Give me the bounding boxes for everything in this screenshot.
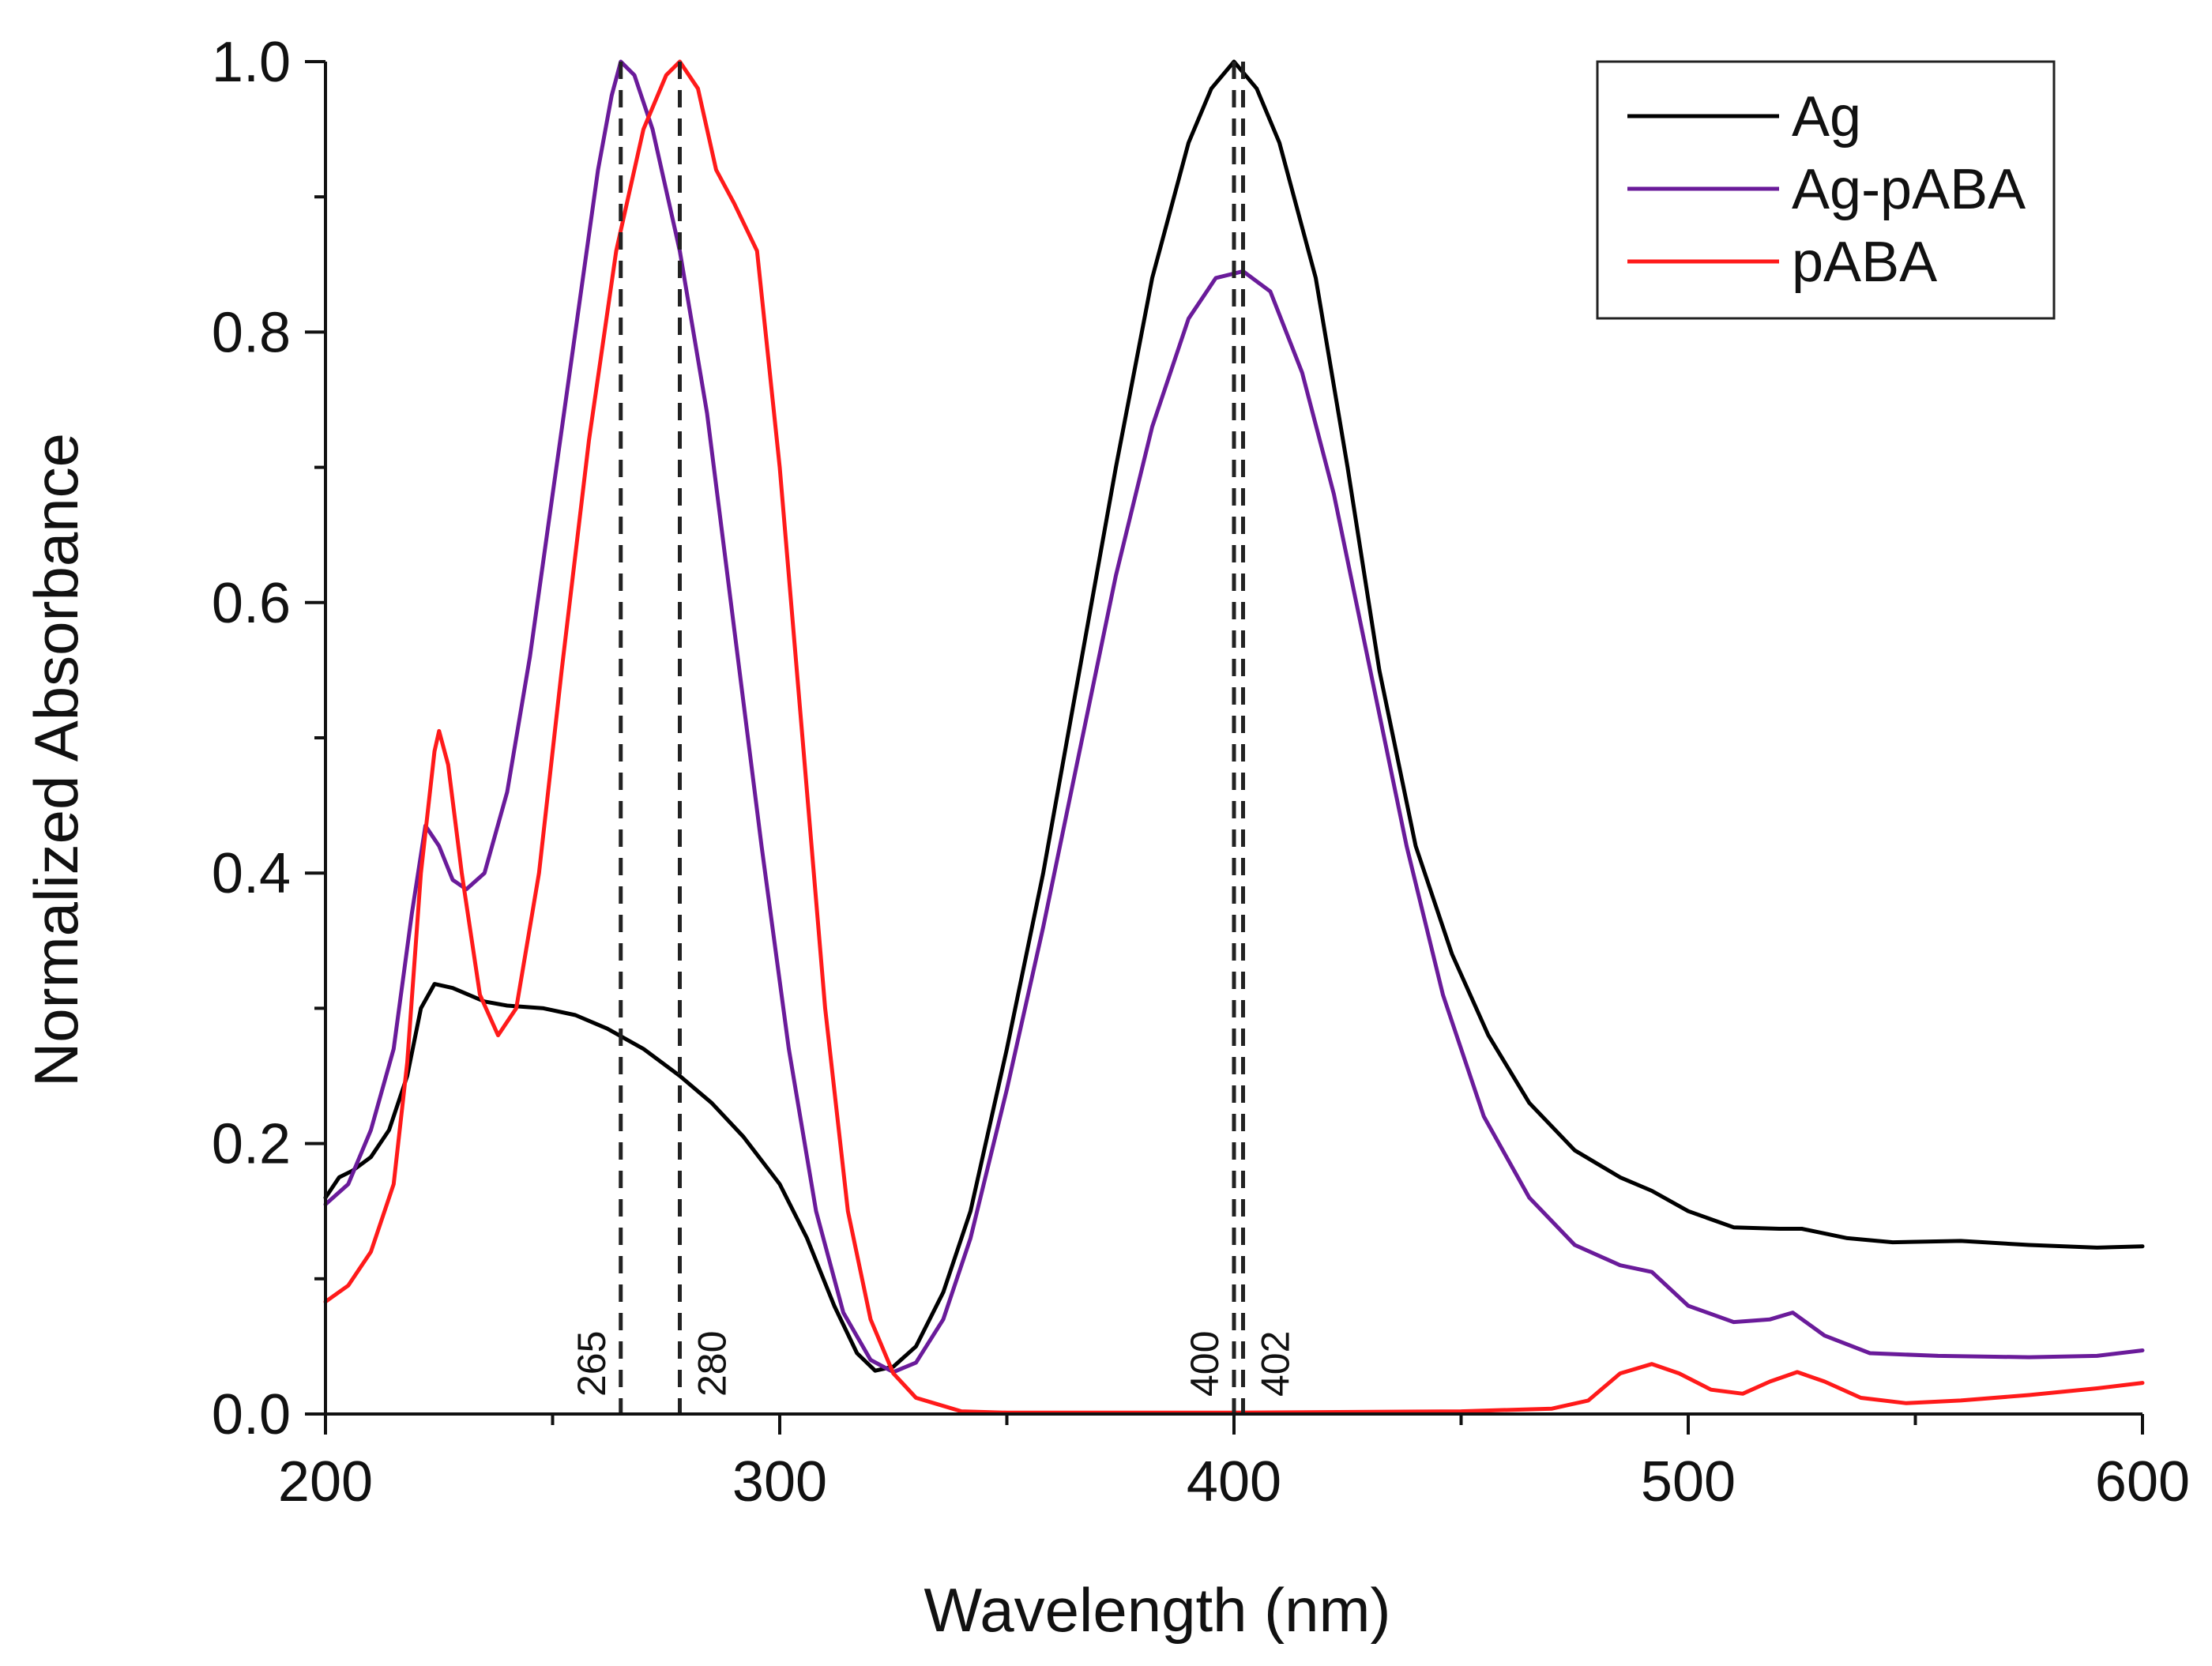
reference-label-280: 280: [690, 1331, 735, 1397]
x-tick-label: 500: [1641, 1450, 1736, 1514]
y-tick-label: 0.2: [212, 1113, 291, 1176]
y-tick-label: 1.0: [212, 31, 291, 94]
reference-lines: 265 280 400 402: [570, 62, 1298, 1414]
reference-label-400: 400: [1183, 1331, 1227, 1397]
x-tick-label: 300: [732, 1450, 827, 1514]
series-layer: [323, 59, 2145, 1415]
x-tick-label: 400: [1187, 1450, 1281, 1514]
series-line-paba: [323, 59, 2145, 1415]
reference-label-265: 265: [570, 1331, 614, 1397]
y-tick-label: 0.4: [212, 842, 291, 905]
legend: Ag Ag-pABA pABA: [1596, 60, 2056, 320]
y-tick-label: 0.6: [212, 572, 291, 635]
y-tick-label: 0.0: [212, 1383, 291, 1446]
series-line-ag-paba: [323, 59, 2145, 1375]
x-axis-title: Wavelength (nm): [924, 1575, 1391, 1645]
legend-label-ag-paba: Ag-pABA: [1792, 158, 2026, 221]
x-tick-label: 600: [2095, 1450, 2190, 1514]
y-tick-label: 0.8: [212, 301, 291, 364]
ticks: 200 300 400 500 600 0.0 0.2 0.4 0.6 0.8 1.0: [212, 31, 2190, 1514]
legend-label-paba: pABA: [1792, 231, 1937, 294]
legend-label-ag: Ag: [1792, 85, 1861, 149]
reference-label-402: 402: [1254, 1331, 1298, 1397]
y-axis-title: Normalized Absorbance: [21, 433, 91, 1087]
x-tick-label: 200: [278, 1450, 373, 1514]
series-line-ag: [323, 59, 2145, 1373]
